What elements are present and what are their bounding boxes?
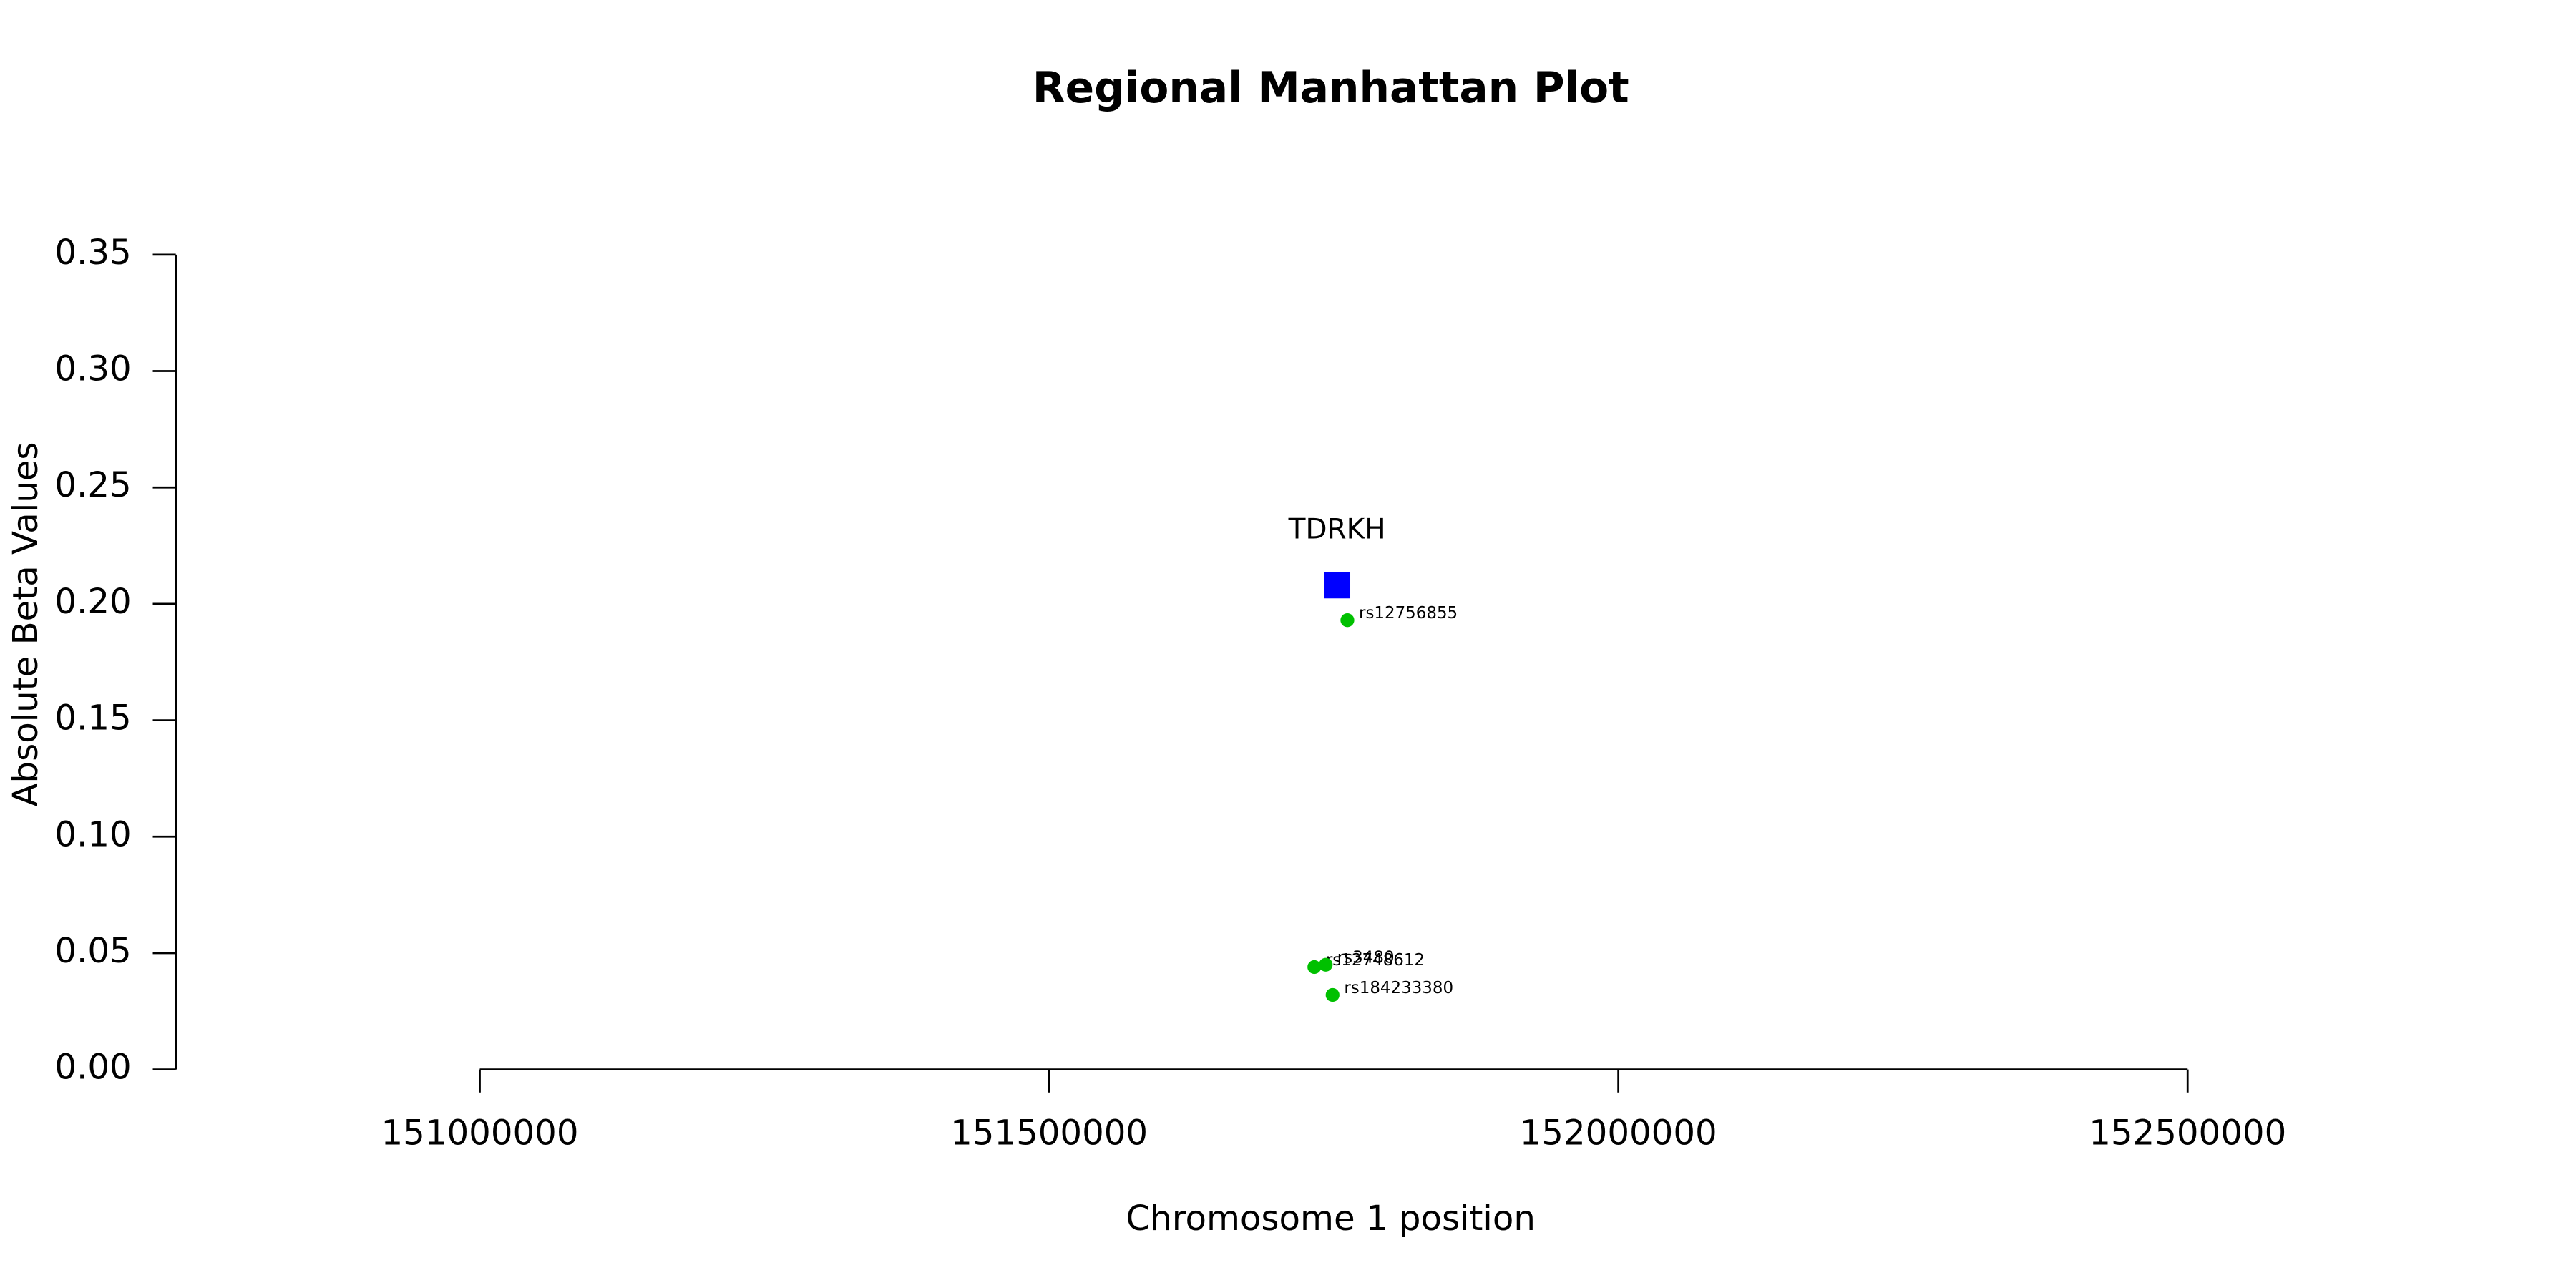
x-axis-label: Chromosome 1 position bbox=[1126, 1199, 1536, 1239]
y-tick-label: 0.05 bbox=[54, 931, 131, 971]
snp-label: rs184233380 bbox=[1344, 979, 1453, 997]
y-tick-label: 0.20 bbox=[54, 582, 131, 622]
y-tick-label: 0.25 bbox=[54, 465, 131, 505]
x-tick-label: 152500000 bbox=[2089, 1113, 2286, 1153]
snp-point bbox=[1340, 613, 1355, 628]
y-axis-label: Absolute Beta Values bbox=[6, 441, 46, 806]
y-tick-label: 0.00 bbox=[54, 1048, 131, 1088]
snp-point bbox=[1325, 987, 1340, 1002]
gene-marker bbox=[1324, 572, 1351, 599]
x-tick-label: 152000000 bbox=[1520, 1113, 1717, 1153]
y-tick-label: 0.15 bbox=[54, 698, 131, 738]
snp-label: rs12756855 bbox=[1359, 604, 1458, 623]
chart-title: Regional Manhattan Plot bbox=[1033, 64, 1629, 113]
y-tick-label: 0.30 bbox=[54, 349, 131, 389]
snp-label: rs12748612 bbox=[1326, 951, 1425, 970]
gene-label: TDRKH bbox=[1288, 514, 1386, 546]
snp-label: rs3480 bbox=[1337, 949, 1395, 967]
y-tick-label: 0.35 bbox=[54, 233, 131, 273]
x-tick-label: 151500000 bbox=[950, 1113, 1148, 1153]
snp-point bbox=[1319, 957, 1333, 972]
snp-point bbox=[1307, 960, 1322, 975]
x-tick-label: 151000000 bbox=[381, 1113, 578, 1153]
y-tick-label: 0.10 bbox=[54, 814, 131, 854]
